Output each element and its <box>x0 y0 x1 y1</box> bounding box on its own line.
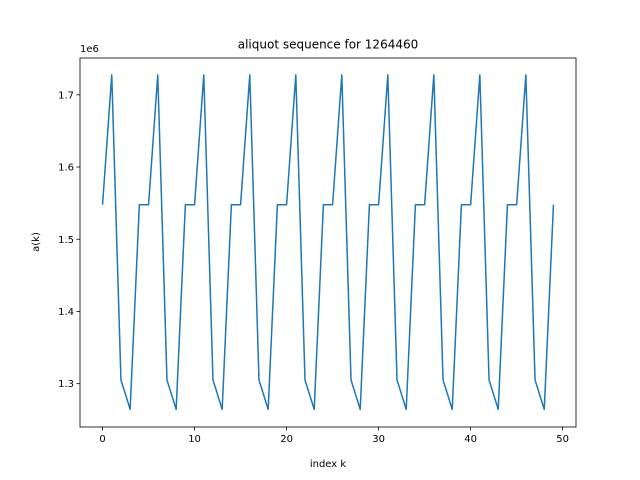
x-tick-label: 10 <box>188 434 201 445</box>
y-offset-label: 1e6 <box>80 44 99 55</box>
x-tick-label: 20 <box>280 434 293 445</box>
x-axis-title: index k <box>310 459 347 470</box>
series-line-0 <box>101 74 555 411</box>
y-tick-label: 1.6 <box>58 163 74 174</box>
x-tick-label: 30 <box>372 434 385 445</box>
x-tick-label: 50 <box>556 434 569 445</box>
y-tick-label: 1.3 <box>58 379 74 390</box>
y-tick-label: 1.7 <box>58 90 74 101</box>
chart-title: aliquot sequence for 1264460 <box>238 38 419 52</box>
plot-area: 0 10 20 30 40 50 1.3 1.4 1.5 1.6 1.7 <box>58 57 577 445</box>
x-tick-label: 0 <box>99 434 105 445</box>
y-axis-title: a(k) <box>31 232 42 252</box>
y-tick-label: 1.4 <box>58 307 74 318</box>
x-tick-label: 40 <box>464 434 477 445</box>
axes-frame <box>79 57 577 428</box>
y-tick-label: 1.5 <box>58 235 74 246</box>
